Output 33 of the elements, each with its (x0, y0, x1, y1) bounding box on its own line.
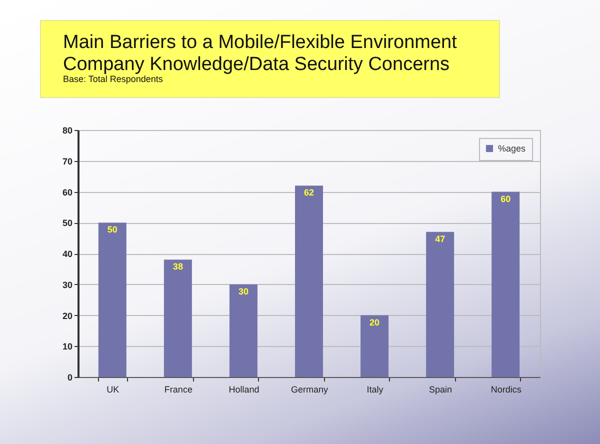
bar (295, 186, 323, 377)
chart-subtitle: Base: Total Respondents (63, 74, 164, 84)
bar (164, 260, 192, 377)
bar (360, 315, 389, 377)
data-label: 30 (238, 286, 248, 296)
x-tick-label: Germany (290, 384, 329, 394)
data-label: 20 (370, 317, 380, 328)
x-tick-label: Spain (429, 384, 452, 394)
y-tick-label: 0 (67, 372, 72, 382)
bar (98, 222, 126, 377)
y-tick-label: 50 (62, 218, 72, 228)
data-label: 50 (107, 224, 118, 235)
x-tick-label: Holland (228, 384, 260, 394)
x-tick-label: Italy (366, 384, 384, 394)
x-tick-label: France (164, 384, 192, 394)
bar (229, 284, 258, 377)
data-label: 60 (500, 194, 511, 204)
data-label: 47 (435, 234, 446, 244)
bar (426, 232, 454, 377)
y-tick-label: 10 (62, 342, 72, 352)
x-tick-label: Nordics (490, 384, 522, 394)
bar (492, 192, 520, 377)
y-tick-label: 70 (62, 156, 72, 166)
y-tick-label: 30 (62, 280, 72, 290)
y-tick-label: 40 (62, 249, 72, 259)
legend-label: %ages (498, 144, 526, 154)
y-tick-label: 20 (62, 310, 72, 321)
x-tick-label: UK (106, 384, 120, 394)
y-tick-label: 60 (62, 187, 72, 198)
y-tick-label: 80 (62, 126, 72, 136)
chart-title: Main Barriers to a Mobile/Flexible Environment Company Knowledge/Data Security Concerns (63, 32, 458, 75)
data-label: 62 (304, 188, 314, 198)
data-label: 38 (172, 262, 183, 272)
